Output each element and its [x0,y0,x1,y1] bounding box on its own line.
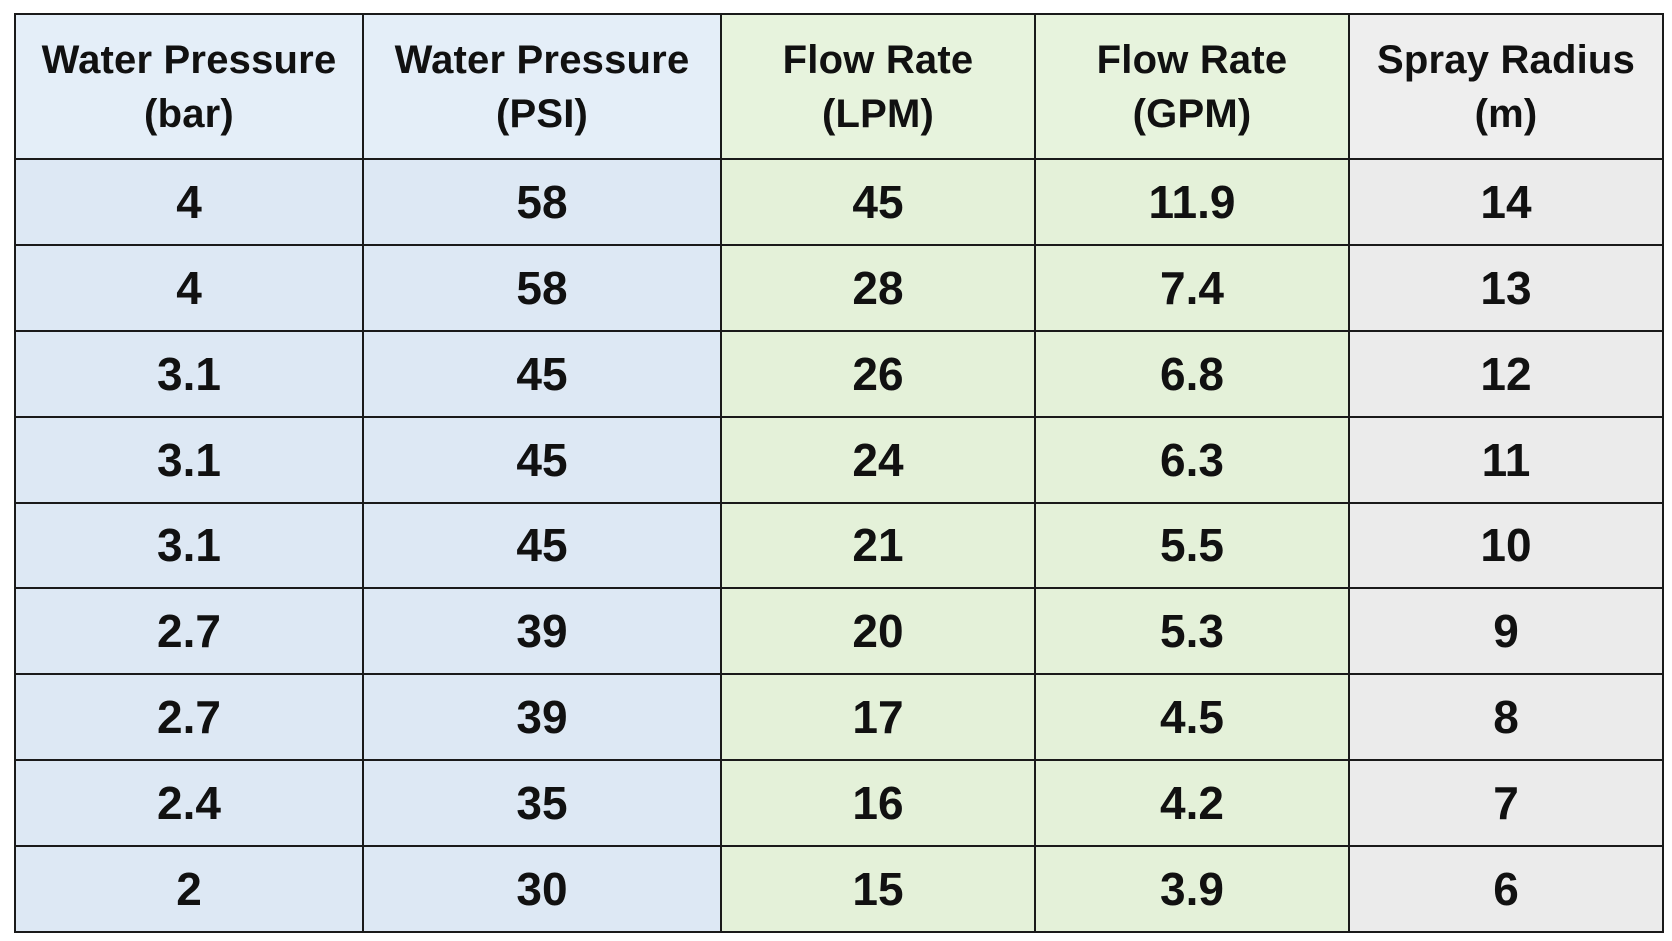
header-spray-radius-m: Spray Radius (m) [1348,13,1664,160]
cell-flow-gpm: 4.5 [1034,673,1350,762]
cell-spray-radius: 10 [1348,501,1664,590]
cell-flow-lpm: 21 [720,501,1036,590]
table-row: 3.1 45 24 6.3 11 [14,415,1664,504]
header-unit: (bar) [144,91,234,136]
cell-pressure-psi: 58 [362,158,722,246]
cell-flow-gpm: 11.9 [1034,158,1350,246]
cell-pressure-bar: 2.4 [14,759,364,847]
cell-pressure-bar: 3.1 [14,415,364,504]
table-row: 4 58 45 11.9 14 [14,158,1664,246]
cell-pressure-bar: 4 [14,158,364,246]
header-title: Spray Radius [1376,37,1636,82]
cell-flow-lpm: 16 [720,759,1036,847]
cell-spray-radius: 7 [1348,759,1664,847]
cell-pressure-psi: 45 [362,329,722,418]
header-flow-rate-gpm: Flow Rate (GPM) [1034,13,1350,160]
cell-spray-radius: 13 [1348,243,1664,332]
cell-flow-gpm: 5.3 [1034,587,1350,676]
table-row: 2.7 39 17 4.5 8 [14,673,1664,762]
cell-flow-lpm: 26 [720,329,1036,418]
header-water-pressure-bar: Water Pressure (bar) [14,13,364,160]
header-title: Water Pressure [394,37,690,82]
data-table-container: Water Pressure (bar) Water Pressure (PSI… [14,13,1664,933]
header-title: Flow Rate [782,37,974,82]
cell-spray-radius: 14 [1348,158,1664,246]
cell-spray-radius: 11 [1348,415,1664,504]
cell-flow-gpm: 4.2 [1034,759,1350,847]
table-row: 4 58 28 7.4 13 [14,243,1664,332]
sprinkler-spec-table: Water Pressure (bar) Water Pressure (PSI… [14,13,1664,933]
cell-pressure-psi: 39 [362,673,722,762]
cell-flow-gpm: 6.8 [1034,329,1350,418]
header-unit: (LPM) [821,91,935,136]
table-row: 2.4 35 16 4.2 7 [14,759,1664,847]
cell-spray-radius: 8 [1348,673,1664,762]
cell-pressure-psi: 45 [362,415,722,504]
cell-spray-radius: 12 [1348,329,1664,418]
table-row: 3.1 45 26 6.8 12 [14,329,1664,418]
cell-pressure-psi: 30 [362,845,722,933]
cell-flow-lpm: 28 [720,243,1036,332]
cell-pressure-psi: 58 [362,243,722,332]
header-title: Water Pressure [41,37,337,82]
cell-flow-gpm: 5.5 [1034,501,1350,590]
header-water-pressure-psi: Water Pressure (PSI) [362,13,722,160]
cell-pressure-bar: 2 [14,845,364,933]
cell-pressure-bar: 2.7 [14,673,364,762]
cell-flow-lpm: 45 [720,158,1036,246]
cell-pressure-bar: 2.7 [14,587,364,676]
cell-pressure-bar: 4 [14,243,364,332]
cell-pressure-psi: 45 [362,501,722,590]
table-row: 2 30 15 3.9 6 [14,845,1664,933]
cell-pressure-psi: 35 [362,759,722,847]
header-unit: (GPM) [1132,91,1252,136]
cell-spray-radius: 9 [1348,587,1664,676]
cell-pressure-bar: 3.1 [14,329,364,418]
cell-flow-lpm: 15 [720,845,1036,933]
table-row: 2.7 39 20 5.3 9 [14,587,1664,676]
cell-flow-lpm: 17 [720,673,1036,762]
header-row: Water Pressure (bar) Water Pressure (PSI… [14,13,1664,160]
header-title: Flow Rate [1096,37,1288,82]
cell-flow-gpm: 7.4 [1034,243,1350,332]
header-unit: (m) [1474,91,1538,136]
cell-flow-gpm: 6.3 [1034,415,1350,504]
cell-flow-lpm: 24 [720,415,1036,504]
cell-flow-gpm: 3.9 [1034,845,1350,933]
cell-pressure-psi: 39 [362,587,722,676]
table-row: 3.1 45 21 5.5 10 [14,501,1664,590]
cell-pressure-bar: 3.1 [14,501,364,590]
cell-spray-radius: 6 [1348,845,1664,933]
header-unit: (PSI) [495,91,589,136]
header-flow-rate-lpm: Flow Rate (LPM) [720,13,1036,160]
cell-flow-lpm: 20 [720,587,1036,676]
